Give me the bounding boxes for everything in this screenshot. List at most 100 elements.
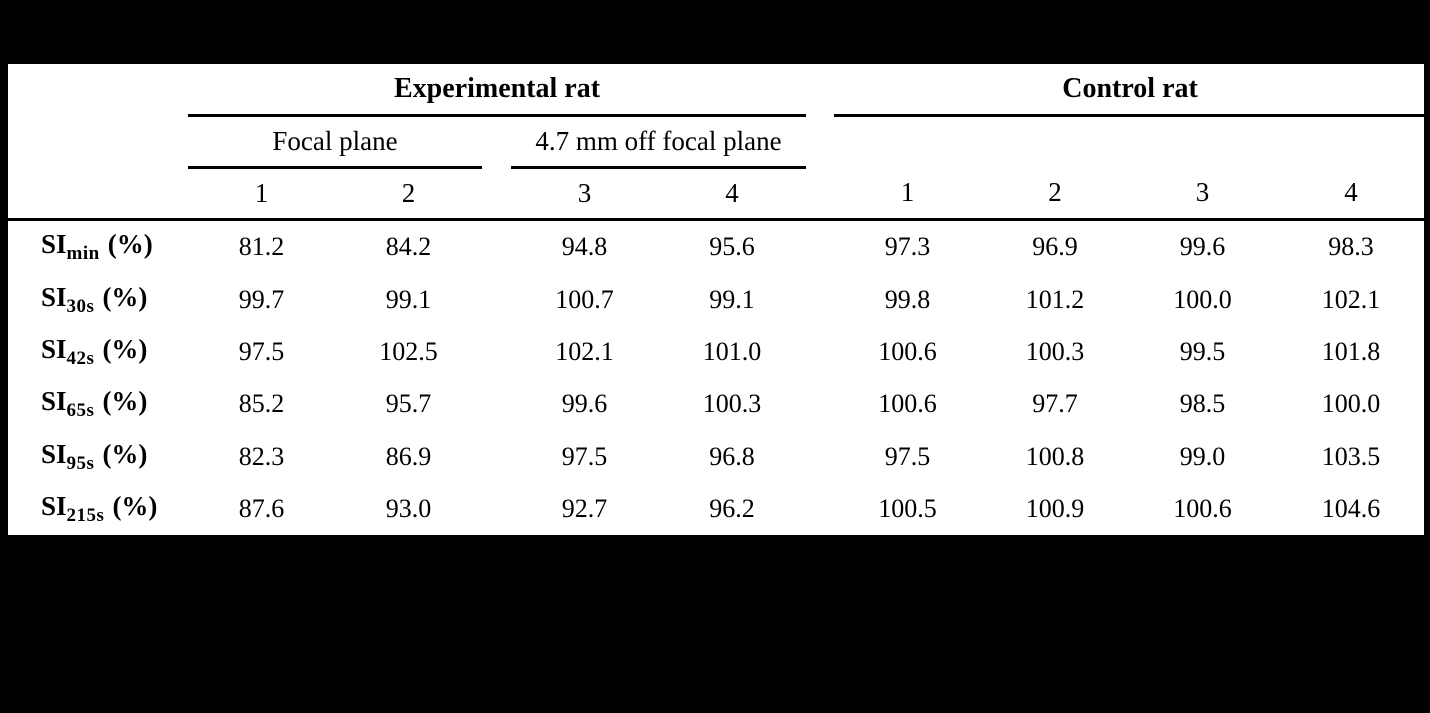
group-gap bbox=[806, 430, 834, 482]
row-label-subscript: 65s bbox=[66, 400, 95, 422]
data-cell: 99.7 bbox=[238, 284, 285, 314]
table-row-si-215s: SI215s (%) 87.6 93.0 92.7 96.2 100.5 100.… bbox=[8, 483, 1426, 535]
data-cell: 99.5 bbox=[1179, 336, 1226, 366]
row-label-si-95s: SI95s (%) bbox=[8, 430, 188, 482]
group-gap bbox=[806, 273, 834, 325]
row-label-base: SI bbox=[41, 333, 67, 364]
subgroup-gap bbox=[482, 378, 511, 430]
data-cell: 102.5 bbox=[379, 336, 438, 366]
data-cell: 96.8 bbox=[709, 441, 755, 471]
group-gap bbox=[806, 483, 834, 535]
table-row-si-65s: SI65s (%) 85.2 95.7 99.6 100.3 100.6 97.7… bbox=[8, 378, 1426, 430]
data-cell: 99.1 bbox=[385, 284, 432, 314]
corner-spacer bbox=[8, 64, 188, 115]
data-cell: 100.6 bbox=[1173, 493, 1232, 523]
col-header-exp-2: 2 bbox=[335, 167, 482, 221]
subgroup-header-row: Focal plane 4.7 mm off focal plane bbox=[8, 115, 1426, 169]
results-table-panel: Experimental rat Control rat Focal plane… bbox=[8, 64, 1427, 538]
data-cell: 85.2 bbox=[238, 389, 285, 419]
row-label-subscript: 215s bbox=[66, 504, 105, 526]
data-cell: 102.1 bbox=[555, 336, 614, 366]
table-row-si-42s: SI42s (%) 97.5 102.5 102.1 101.0 100.6 10… bbox=[8, 326, 1426, 378]
data-cell: 100.5 bbox=[878, 493, 937, 523]
subgroup-gap bbox=[482, 219, 511, 273]
row-label-subscript: 42s bbox=[66, 347, 95, 369]
data-cell: 96.2 bbox=[709, 493, 755, 523]
row-label-base: SI bbox=[41, 228, 67, 259]
data-cell: 100.0 bbox=[1173, 284, 1232, 314]
col-header-ctrl-2: 2 bbox=[981, 167, 1130, 221]
subgroup-gap bbox=[482, 326, 511, 378]
data-cell: 92.7 bbox=[561, 493, 608, 523]
data-cell: 99.1 bbox=[709, 284, 755, 314]
data-cell: 99.6 bbox=[561, 389, 608, 419]
col-header-ctrl-1: 1 bbox=[834, 167, 982, 221]
subgroup-header-focal-plane: Focal plane bbox=[188, 115, 482, 169]
subgroup-header-off-focal-plane: 4.7 mm off focal plane bbox=[511, 115, 807, 169]
group-gap bbox=[806, 115, 834, 167]
row-label-si-215s: SI215s (%) bbox=[8, 483, 188, 535]
data-cell: 100.7 bbox=[555, 284, 614, 314]
data-cell: 100.0 bbox=[1321, 389, 1381, 419]
group-header-control-rat: Control rat bbox=[834, 64, 1427, 117]
row-label-si-65s: SI65s (%) bbox=[8, 378, 188, 430]
data-cell: 100.6 bbox=[878, 336, 937, 366]
group-gap bbox=[806, 219, 834, 273]
data-cell: 101.2 bbox=[1025, 284, 1085, 314]
data-cell: 104.6 bbox=[1321, 493, 1381, 523]
data-cell: 100.8 bbox=[1025, 441, 1085, 471]
data-cell: 100.9 bbox=[1025, 493, 1085, 523]
row-label-unit: (%) bbox=[102, 438, 148, 469]
subgroup-gap bbox=[482, 430, 511, 482]
corner-spacer bbox=[8, 115, 188, 167]
signal-intensity-table: Experimental rat Control rat Focal plane… bbox=[8, 64, 1427, 535]
row-label-si-min: SImin (%) bbox=[8, 219, 188, 273]
data-cell: 94.8 bbox=[561, 231, 608, 261]
column-number-row: 1 2 3 4 1 2 3 4 bbox=[8, 167, 1427, 221]
group-gap bbox=[806, 167, 835, 221]
row-label-si-30s: SI30s (%) bbox=[8, 273, 188, 325]
data-cell: 95.7 bbox=[385, 389, 432, 419]
data-cell: 99.0 bbox=[1179, 441, 1226, 471]
col-header-exp-1: 1 bbox=[188, 167, 335, 221]
data-cell: 97.5 bbox=[238, 336, 285, 366]
data-cell: 97.5 bbox=[561, 441, 608, 471]
row-label-base: SI bbox=[41, 438, 67, 469]
data-cell: 97.5 bbox=[884, 441, 931, 471]
data-cell: 98.5 bbox=[1179, 389, 1226, 419]
data-cell: 103.5 bbox=[1321, 441, 1381, 471]
data-cell: 93.0 bbox=[385, 493, 432, 523]
group-gap bbox=[806, 326, 834, 378]
group-header-row: Experimental rat Control rat bbox=[8, 64, 1427, 117]
row-label-unit: (%) bbox=[102, 281, 148, 312]
data-cell: 81.2 bbox=[238, 231, 285, 261]
subgroup-gap bbox=[482, 115, 511, 167]
group-header-experimental-rat: Experimental rat bbox=[188, 64, 807, 117]
data-cell: 98.3 bbox=[1328, 231, 1374, 261]
row-label-subscript: min bbox=[66, 242, 100, 264]
data-cell: 101.8 bbox=[1321, 336, 1381, 366]
data-cell: 100.6 bbox=[878, 389, 937, 419]
row-label-subscript: 30s bbox=[66, 295, 95, 317]
data-cell: 96.9 bbox=[1032, 231, 1078, 261]
data-cell: 87.6 bbox=[238, 493, 285, 523]
row-label-si-42s: SI42s (%) bbox=[8, 326, 188, 378]
data-cell: 102.1 bbox=[1321, 284, 1381, 314]
data-cell: 99.6 bbox=[1179, 231, 1226, 261]
row-label-unit: (%) bbox=[102, 386, 148, 417]
control-subgroup-empty bbox=[834, 115, 1426, 167]
col-header-ctrl-3: 3 bbox=[1129, 167, 1277, 221]
row-label-base: SI bbox=[41, 281, 67, 312]
data-cell: 99.8 bbox=[884, 284, 931, 314]
row-label-base: SI bbox=[41, 386, 67, 417]
subgroup-gap bbox=[482, 483, 511, 535]
corner-spacer bbox=[8, 167, 188, 221]
data-cell: 101.0 bbox=[702, 336, 762, 366]
data-cell: 84.2 bbox=[385, 231, 432, 261]
data-cell: 100.3 bbox=[1025, 336, 1085, 366]
row-label-base: SI bbox=[41, 490, 67, 521]
group-gap bbox=[806, 64, 834, 115]
subgroup-gap bbox=[482, 273, 511, 325]
data-cell: 95.6 bbox=[709, 231, 755, 261]
